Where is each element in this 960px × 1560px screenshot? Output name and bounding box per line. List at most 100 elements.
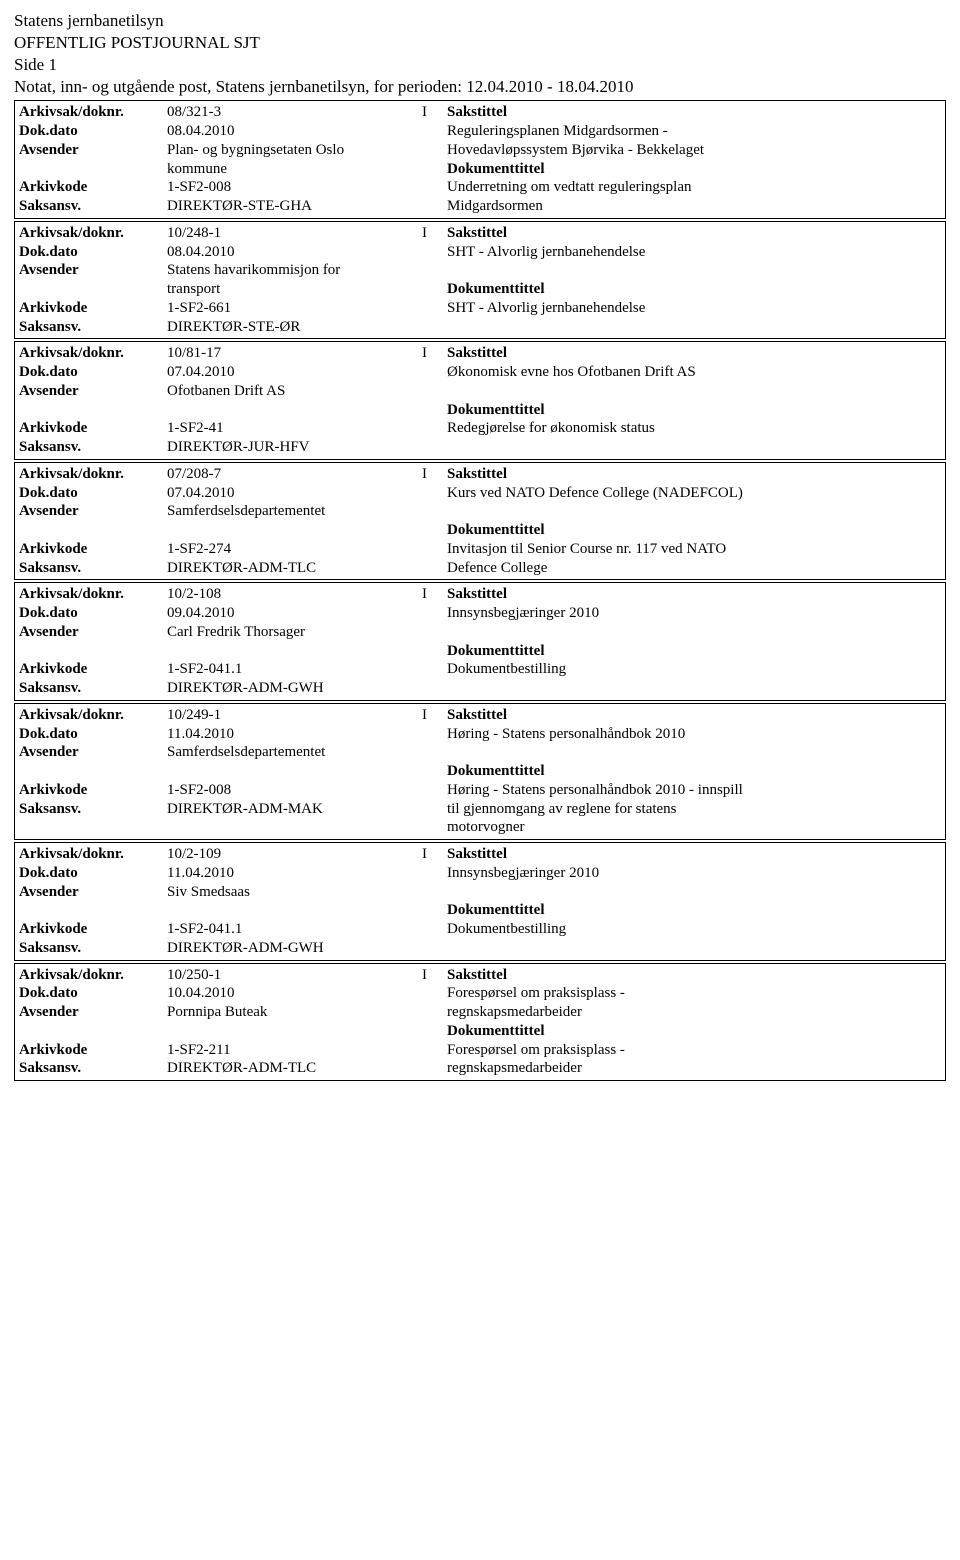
saksansv-label: Saksansv. [19,800,167,819]
sakstittel-label: Sakstittel [447,586,507,602]
doc-type: I [422,224,437,243]
doktittel-value-2: Midgardsormen [447,197,941,216]
arkivkode-label: Arkivkode [19,781,167,800]
saksansv-value: DIREKTØR-ADM-GWH [167,679,447,698]
arkivsak-label: Arkivsak/doknr. [19,344,167,363]
sakstittel-value: Reguleringsplanen Midgardsormen - [447,122,941,141]
arkivsak-label: Arkivsak/doknr. [19,465,167,484]
doktittel-value-2: til gjennomgang av reglene for statens [447,800,941,819]
sakstittel-value: Innsynsbegjæringer 2010 [447,604,941,623]
avsender-value: Pornnipa Buteak [167,1003,447,1022]
avsender-value-2: transport [167,280,447,299]
journal-entry: Arkivsak/doknr.10/2-108ISakstittelDok.da… [14,582,946,701]
dokdato-value: 08.04.2010 [167,122,447,141]
saksansv-value: DIREKTØR-STE-GHA [167,197,447,216]
arkivkode-value: 1-SF2-41 [167,419,447,438]
doc-type: I [422,103,437,122]
doc-type: I [422,585,437,604]
sakstittel-label: Sakstittel [447,967,507,983]
sakstittel-value: Kurs ved NATO Defence College (NADEFCOL) [447,484,941,503]
arkivsak-label: Arkivsak/doknr. [19,224,167,243]
arkivkode-label: Arkivkode [19,540,167,559]
journal-entry: Arkivsak/doknr.08/321-3ISakstittelDok.da… [14,100,946,219]
arkivsak-label: Arkivsak/doknr. [19,966,167,985]
arkivsak-value: 10/248-1I [167,224,447,243]
avsender-value: Ofotbanen Drift AS [167,382,447,401]
arkivkode-label: Arkivkode [19,1041,167,1060]
saksansv-value: DIREKTØR-JUR-HFV [167,438,447,457]
doktittel-value: Invitasjon til Senior Course nr. 117 ved… [447,540,941,559]
saksansv-label: Saksansv. [19,1059,167,1078]
dokumenttittel-label: Dokumenttittel [447,763,545,779]
doktittel-value-2 [447,318,941,337]
dokdato-label: Dok.dato [19,984,167,1003]
dokdato-value: 10.04.2010 [167,984,447,1003]
saksansv-value: DIREKTØR-ADM-TLC [167,1059,447,1078]
dokdato-value: 07.04.2010 [167,363,447,382]
doktittel-value-2 [447,438,941,457]
avsender-label: Avsender [19,261,167,280]
journal-entry: Arkivsak/doknr.10/248-1ISakstittelDok.da… [14,221,946,340]
avsender-value: Carl Fredrik Thorsager [167,623,447,642]
avsender-value-2 [167,401,447,420]
avsender-label: Avsender [19,382,167,401]
journal-title: OFFENTLIG POSTJOURNAL SJT [14,32,946,54]
avsender-label: Avsender [19,141,167,160]
arkivkode-value: 1-SF2-008 [167,178,447,197]
dokumenttittel-label: Dokumenttittel [447,522,545,538]
dokdato-label: Dok.dato [19,243,167,262]
doktittel-value-2: Defence College [447,559,941,578]
saksansv-label: Saksansv. [19,197,167,216]
saksansv-label: Saksansv. [19,318,167,337]
doktittel-value-2 [447,939,941,958]
doc-type: I [422,966,437,985]
avsender-value: Plan- og bygningsetaten Oslo [167,141,447,160]
sakstittel-label: Sakstittel [447,707,507,723]
journal-entry: Arkivsak/doknr.10/249-1ISakstittel Dok.da… [14,703,946,840]
saksansv-label: Saksansv. [19,939,167,958]
arkivkode-label: Arkivkode [19,419,167,438]
saksansv-value: DIREKTØR-STE-ØR [167,318,447,337]
doktittel-value-3: motorvogner [19,818,941,837]
dokumenttittel-label: Dokumenttittel [447,1023,545,1039]
saksansv-value: DIREKTØR-ADM-GWH [167,939,447,958]
doktittel-value-2: regnskapsmedarbeider [447,1059,941,1078]
arkivsak-value: 10/81-17I [167,344,447,363]
sakstittel-value: Høring - Statens personalhåndbok 2010 [447,725,941,744]
arkivsak-value: 10/249-1I [167,706,447,725]
arkivsak-label: Arkivsak/doknr. [19,706,167,725]
entries-list: Arkivsak/doknr.08/321-3ISakstittelDok.da… [14,100,946,1081]
arkivkode-value: 1-SF2-661 [167,299,447,318]
arkivsak-label: Arkivsak/doknr. [19,585,167,604]
journal-entry: Arkivsak/doknr.10/81-17ISakstittelDok.da… [14,341,946,460]
dokumenttittel-label: Dokumenttittel [447,902,545,918]
sakstittel-value: Økonomisk evne hos Ofotbanen Drift AS [447,363,941,382]
sakstittel-label: Sakstittel [447,846,507,862]
avsender-label: Avsender [19,743,167,762]
page-header: Statens jernbanetilsyn OFFENTLIG POSTJOU… [14,10,946,98]
dokdato-value: 07.04.2010 [167,484,447,503]
arkivsak-label: Arkivsak/doknr. [19,103,167,122]
saksansv-label: Saksansv. [19,438,167,457]
arkivsak-value: 07/208-7I [167,465,447,484]
doktittel-value-2 [447,679,941,698]
avsender-value: Siv Smedsaas [167,883,447,902]
dokumenttittel-label: Dokumenttittel [447,281,545,297]
dokdato-label: Dok.dato [19,122,167,141]
avsender-value-2 [167,762,447,781]
doc-type: I [422,344,437,363]
dokdato-label: Dok.dato [19,484,167,503]
doktittel-value: SHT - Alvorlig jernbanehendelse [447,299,941,318]
dokdato-value: 08.04.2010 [167,243,447,262]
page-side: Side 1 [14,54,946,76]
dokdato-label: Dok.dato [19,725,167,744]
avsender-label: Avsender [19,623,167,642]
sakstittel-value: SHT - Alvorlig jernbanehendelse [447,243,941,262]
sakstittel-label: Sakstittel [447,466,507,482]
dokdato-label: Dok.dato [19,604,167,623]
saksansv-label: Saksansv. [19,679,167,698]
avsender-value: Samferdselsdepartementet [167,743,447,762]
avsender-value-2 [167,1022,447,1041]
doktittel-value: Underretning om vedtatt reguleringsplan [447,178,941,197]
dokdato-label: Dok.dato [19,363,167,382]
